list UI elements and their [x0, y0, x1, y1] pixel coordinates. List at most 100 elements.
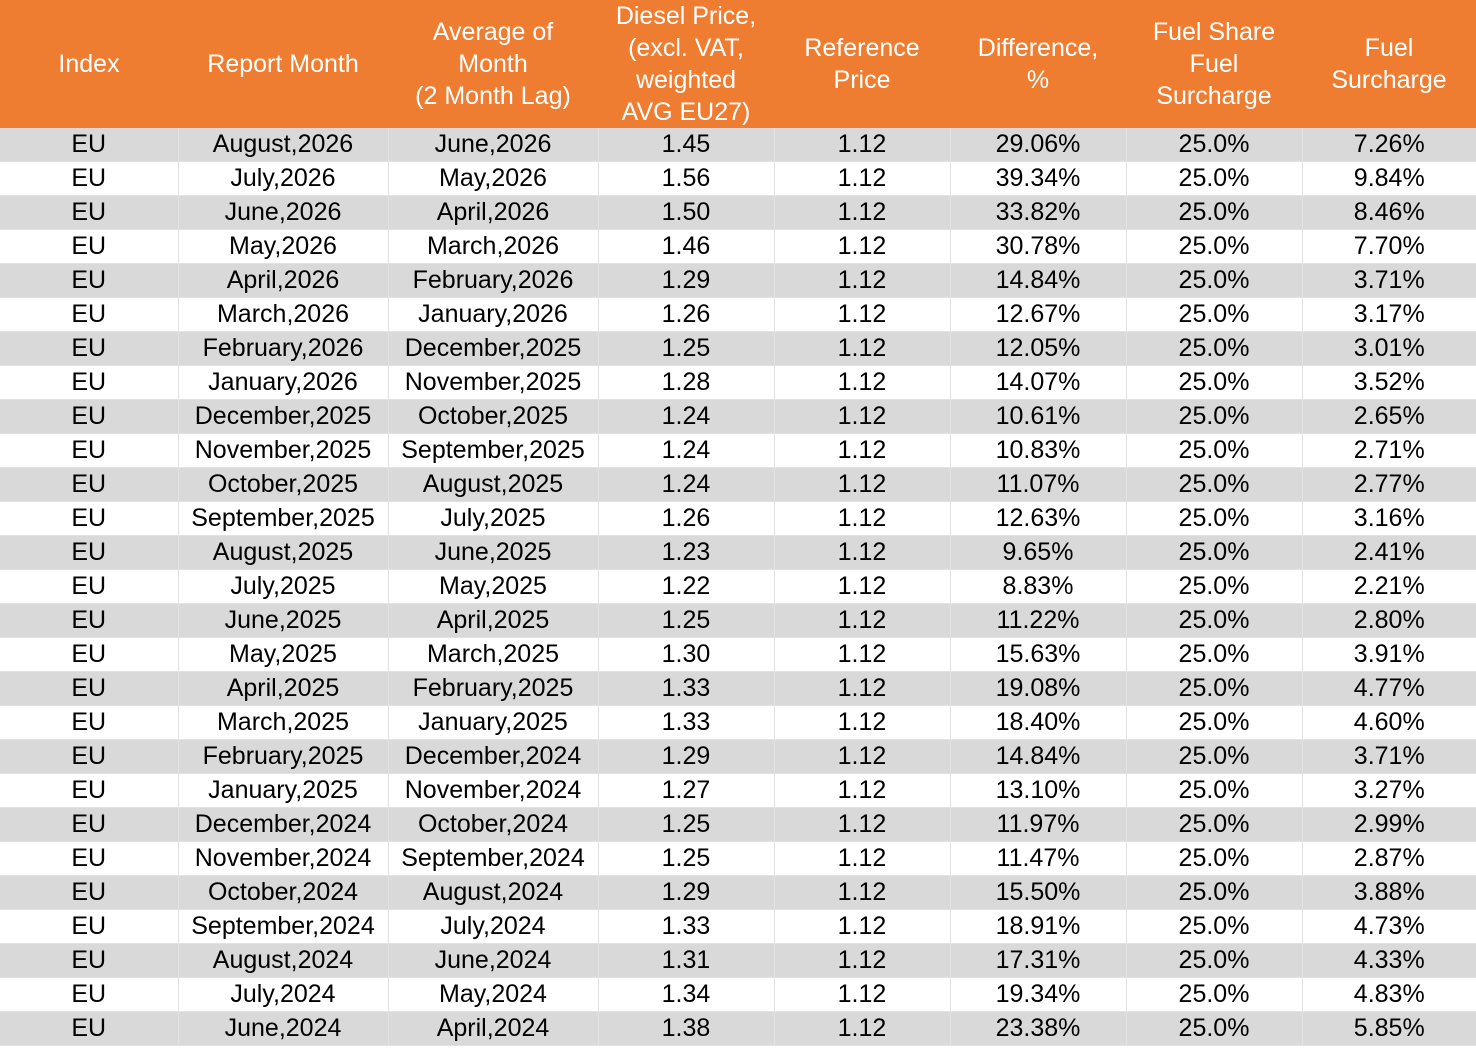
cell-report-month[interactable]: May,2025	[178, 637, 389, 672]
cell-difference[interactable]: 9.65%	[950, 535, 1127, 570]
cell-report-month[interactable]: August,2024	[178, 943, 389, 978]
cell-diesel-price[interactable]: 1.56	[598, 161, 775, 196]
cell-average-of-month[interactable]: May,2024	[388, 977, 599, 1012]
cell-report-month[interactable]: May,2026	[178, 229, 389, 264]
cell-fuel-share[interactable]: 25.0%	[1126, 128, 1303, 162]
cell-report-month[interactable]: July,2025	[178, 569, 389, 604]
cell-report-month[interactable]: November,2024	[178, 841, 389, 876]
cell-fuel-surcharge[interactable]: 2.80%	[1302, 603, 1476, 638]
cell-fuel-surcharge[interactable]: 3.01%	[1302, 331, 1476, 366]
cell-fuel-share[interactable]: 25.0%	[1126, 331, 1303, 366]
cell-index[interactable]: EU	[0, 943, 179, 978]
cell-average-of-month[interactable]: February,2026	[388, 263, 599, 298]
cell-fuel-share[interactable]: 25.0%	[1126, 467, 1303, 502]
cell-diesel-price[interactable]: 1.27	[598, 773, 775, 808]
cell-diesel-price[interactable]: 1.31	[598, 943, 775, 978]
cell-diesel-price[interactable]: 1.28	[598, 365, 775, 400]
cell-average-of-month[interactable]: November,2024	[388, 773, 599, 808]
cell-fuel-surcharge[interactable]: 3.91%	[1302, 637, 1476, 672]
cell-fuel-share[interactable]: 25.0%	[1126, 365, 1303, 400]
cell-reference-price[interactable]: 1.12	[774, 501, 951, 536]
cell-fuel-surcharge[interactable]: 3.16%	[1302, 501, 1476, 536]
cell-difference[interactable]: 19.34%	[950, 977, 1127, 1012]
cell-fuel-surcharge[interactable]: 4.83%	[1302, 977, 1476, 1012]
cell-reference-price[interactable]: 1.12	[774, 773, 951, 808]
header-average-of-month[interactable]: Average of Month (2 Month Lag)	[388, 0, 598, 128]
cell-fuel-share[interactable]: 25.0%	[1126, 569, 1303, 604]
cell-index[interactable]: EU	[0, 128, 179, 162]
cell-reference-price[interactable]: 1.12	[774, 909, 951, 944]
cell-fuel-share[interactable]: 25.0%	[1126, 195, 1303, 230]
cell-index[interactable]: EU	[0, 807, 179, 842]
cell-fuel-surcharge[interactable]: 2.71%	[1302, 433, 1476, 468]
cell-difference[interactable]: 29.06%	[950, 128, 1127, 162]
cell-index[interactable]: EU	[0, 671, 179, 706]
cell-diesel-price[interactable]: 1.34	[598, 977, 775, 1012]
header-report-month[interactable]: Report Month	[178, 0, 388, 128]
cell-diesel-price[interactable]: 1.50	[598, 195, 775, 230]
cell-reference-price[interactable]: 1.12	[774, 161, 951, 196]
cell-fuel-surcharge[interactable]: 3.88%	[1302, 875, 1476, 910]
cell-diesel-price[interactable]: 1.24	[598, 433, 775, 468]
cell-diesel-price[interactable]: 1.45	[598, 128, 775, 162]
cell-reference-price[interactable]: 1.12	[774, 841, 951, 876]
cell-fuel-surcharge[interactable]: 4.60%	[1302, 705, 1476, 740]
cell-fuel-surcharge[interactable]: 9.84%	[1302, 161, 1476, 196]
cell-fuel-share[interactable]: 25.0%	[1126, 671, 1303, 706]
cell-difference[interactable]: 10.61%	[950, 399, 1127, 434]
cell-average-of-month[interactable]: June,2025	[388, 535, 599, 570]
cell-average-of-month[interactable]: March,2026	[388, 229, 599, 264]
cell-difference[interactable]: 8.83%	[950, 569, 1127, 604]
cell-report-month[interactable]: January,2026	[178, 365, 389, 400]
cell-report-month[interactable]: March,2025	[178, 705, 389, 740]
cell-average-of-month[interactable]: August,2025	[388, 467, 599, 502]
cell-average-of-month[interactable]: September,2024	[388, 841, 599, 876]
cell-difference[interactable]: 14.84%	[950, 739, 1127, 774]
header-index[interactable]: Index	[0, 0, 178, 128]
cell-diesel-price[interactable]: 1.24	[598, 467, 775, 502]
cell-report-month[interactable]: March,2026	[178, 297, 389, 332]
cell-index[interactable]: EU	[0, 909, 179, 944]
cell-fuel-share[interactable]: 25.0%	[1126, 637, 1303, 672]
cell-report-month[interactable]: December,2025	[178, 399, 389, 434]
cell-fuel-surcharge[interactable]: 4.33%	[1302, 943, 1476, 978]
header-difference[interactable]: Difference, %	[950, 0, 1126, 128]
cell-reference-price[interactable]: 1.12	[774, 739, 951, 774]
cell-fuel-surcharge[interactable]: 7.26%	[1302, 128, 1476, 162]
cell-average-of-month[interactable]: October,2025	[388, 399, 599, 434]
cell-diesel-price[interactable]: 1.25	[598, 331, 775, 366]
cell-index[interactable]: EU	[0, 739, 179, 774]
cell-index[interactable]: EU	[0, 1011, 179, 1046]
cell-difference[interactable]: 19.08%	[950, 671, 1127, 706]
cell-report-month[interactable]: August,2025	[178, 535, 389, 570]
cell-difference[interactable]: 18.40%	[950, 705, 1127, 740]
cell-fuel-surcharge[interactable]: 3.17%	[1302, 297, 1476, 332]
cell-index[interactable]: EU	[0, 467, 179, 502]
cell-average-of-month[interactable]: February,2025	[388, 671, 599, 706]
cell-average-of-month[interactable]: June,2024	[388, 943, 599, 978]
cell-fuel-surcharge[interactable]: 2.41%	[1302, 535, 1476, 570]
cell-diesel-price[interactable]: 1.26	[598, 501, 775, 536]
cell-index[interactable]: EU	[0, 637, 179, 672]
cell-fuel-share[interactable]: 25.0%	[1126, 161, 1303, 196]
cell-report-month[interactable]: November,2025	[178, 433, 389, 468]
cell-report-month[interactable]: June,2025	[178, 603, 389, 638]
cell-difference[interactable]: 10.83%	[950, 433, 1127, 468]
cell-reference-price[interactable]: 1.12	[774, 399, 951, 434]
cell-reference-price[interactable]: 1.12	[774, 365, 951, 400]
cell-fuel-share[interactable]: 25.0%	[1126, 501, 1303, 536]
cell-diesel-price[interactable]: 1.22	[598, 569, 775, 604]
cell-diesel-price[interactable]: 1.26	[598, 297, 775, 332]
cell-fuel-share[interactable]: 25.0%	[1126, 841, 1303, 876]
cell-diesel-price[interactable]: 1.33	[598, 705, 775, 740]
cell-report-month[interactable]: January,2025	[178, 773, 389, 808]
cell-report-month[interactable]: December,2024	[178, 807, 389, 842]
cell-average-of-month[interactable]: January,2026	[388, 297, 599, 332]
cell-reference-price[interactable]: 1.12	[774, 467, 951, 502]
cell-fuel-share[interactable]: 25.0%	[1126, 739, 1303, 774]
cell-fuel-share[interactable]: 25.0%	[1126, 977, 1303, 1012]
cell-average-of-month[interactable]: December,2024	[388, 739, 599, 774]
cell-diesel-price[interactable]: 1.29	[598, 739, 775, 774]
cell-reference-price[interactable]: 1.12	[774, 195, 951, 230]
header-fuel-surcharge[interactable]: Fuel Surcharge	[1302, 0, 1476, 128]
